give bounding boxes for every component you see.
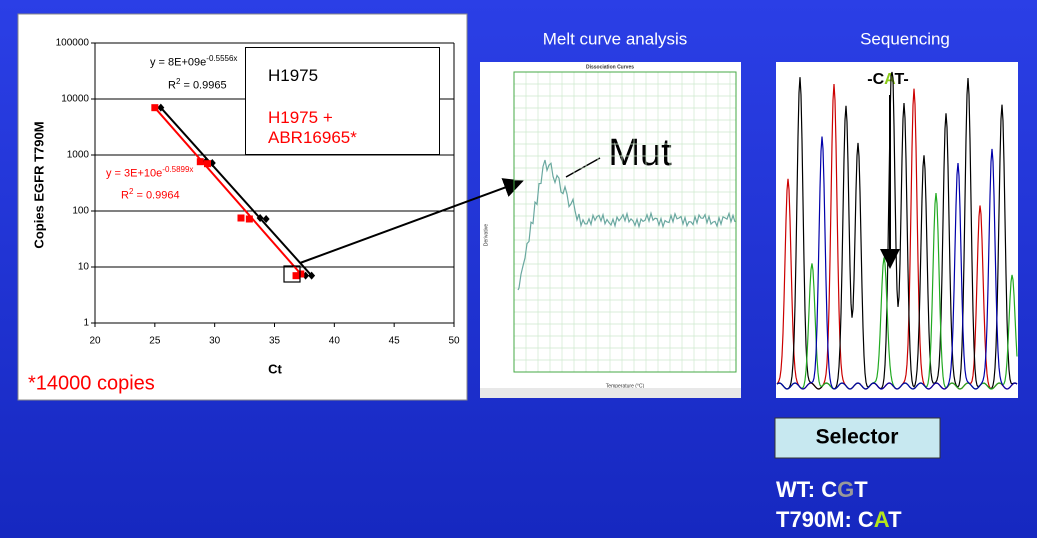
x-tick-label: 30 (209, 336, 221, 347)
x-tick-label: 50 (448, 336, 460, 347)
mutant-sequence: T790M: CAT (776, 507, 902, 532)
seq-part: T790M: C (776, 507, 874, 532)
r-text: R (121, 190, 129, 202)
codon-part: -C (867, 71, 884, 88)
melt-plot-title: Dissociation Curves (586, 64, 634, 70)
y-axis-label: Copies EGFR T790M (31, 121, 46, 248)
wt-sequence: WT: CGT (776, 477, 868, 502)
x-tick-label: 35 (269, 336, 281, 347)
melt-title: Melt curve analysis (543, 29, 688, 48)
y-tick-label: 100000 (56, 38, 90, 49)
point (204, 160, 211, 167)
legend-entry: H1975 + ABR16965* (268, 108, 388, 148)
point (151, 104, 158, 111)
x-tick-label: 25 (149, 336, 161, 347)
x-axis-label: Ct (268, 361, 282, 376)
sequencing-title: Sequencing (860, 29, 950, 48)
y-tick-label: 100 (72, 206, 89, 217)
legend: H1975 H1975 + ABR16965* (245, 47, 440, 155)
slide-canvas: Melt curve analysis Sequencing Dissociat… (0, 0, 1037, 538)
y-tick-label: 10 (78, 262, 90, 273)
codon: -CAT- (867, 71, 908, 88)
x-tick-label: 45 (389, 336, 401, 347)
seq-part: WT: C (776, 477, 837, 502)
selector-label: Selector (816, 426, 899, 449)
legend-entry: H1975 (268, 66, 318, 86)
equation-text: y = 3E+10e (106, 168, 162, 180)
seq-part: T (888, 507, 902, 532)
melt-toolbar (480, 388, 741, 398)
slide: Melt curve analysis Sequencing Dissociat… (0, 0, 1037, 538)
r-text: R (168, 80, 176, 92)
equation-text: y = 8E+09e (150, 57, 206, 69)
melt-panel (480, 62, 741, 398)
x-tick-label: 40 (329, 336, 341, 347)
y-tick-label: 1000 (67, 150, 90, 161)
footnote: *14000 copies (28, 372, 155, 394)
seq-base: G (837, 477, 854, 502)
point (297, 270, 304, 277)
point (197, 158, 204, 165)
r-value: = 0.9964 (133, 190, 179, 202)
y-tick-label: 10000 (61, 94, 89, 105)
r-squared: R2 = 0.9965 (168, 77, 227, 92)
x-tick-label: 20 (89, 336, 101, 347)
equation: y = 8E+09e-0.5556x (150, 54, 237, 69)
equation-exponent: -0.5556x (206, 54, 237, 63)
r-squared: R2 = 0.9964 (121, 187, 180, 202)
r-value: = 0.9965 (180, 80, 226, 92)
melt-y-label: Derivative (483, 224, 489, 246)
equation: y = 3E+10e-0.5899x (106, 165, 193, 180)
y-tick-label: 1 (83, 318, 89, 329)
point (246, 215, 253, 222)
codon-part: T- (895, 71, 909, 88)
equation-exponent: -0.5899x (162, 165, 193, 174)
seq-part: T (854, 477, 868, 502)
point (237, 214, 244, 221)
